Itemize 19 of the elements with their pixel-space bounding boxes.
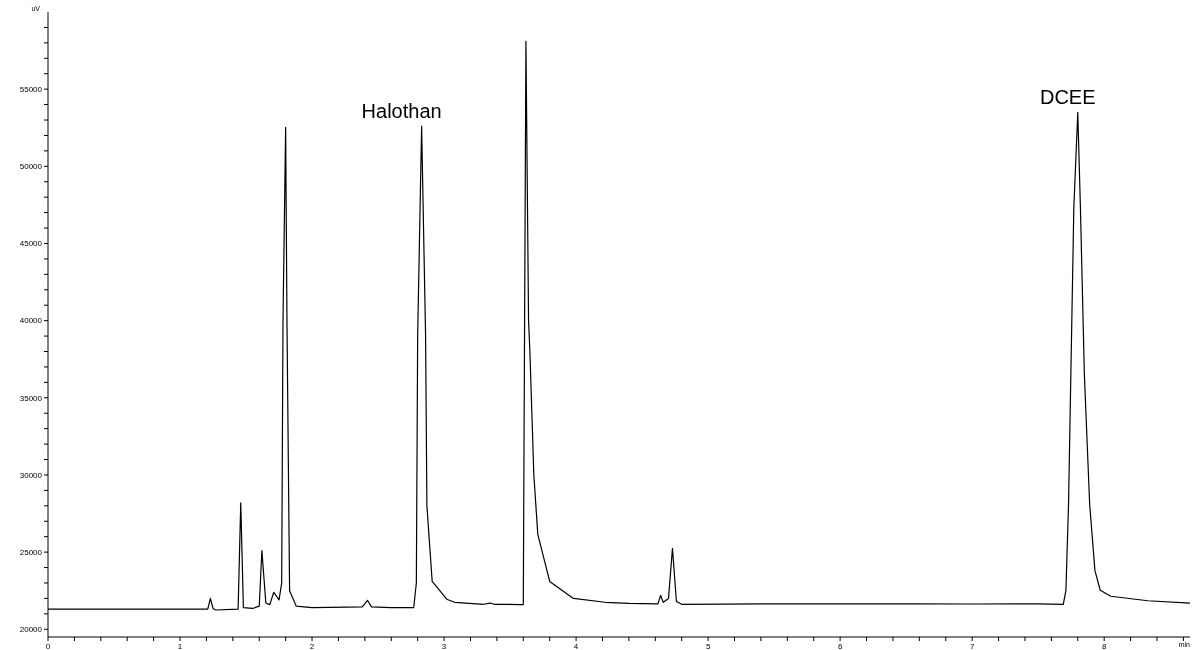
y-tick-label: 20000 xyxy=(19,625,43,635)
x-tick-label: 2 xyxy=(309,641,315,650)
y-tick-label: 25000 xyxy=(19,547,43,557)
x-tick-label: 4 xyxy=(573,641,579,650)
x-tick-label: 7 xyxy=(969,641,975,650)
y-tick-label: 45000 xyxy=(19,239,43,249)
y-tick-label: 35000 xyxy=(19,393,43,403)
y-tick-label: 30000 xyxy=(19,470,43,480)
x-tick-label: 6 xyxy=(837,641,843,650)
x-tick-label: 0 xyxy=(45,641,51,650)
x-tick-label: 8 xyxy=(1101,641,1107,650)
y-tick-label: 50000 xyxy=(19,162,43,172)
x-tick-label: 3 xyxy=(441,641,447,650)
annotation: DCEE xyxy=(1039,86,1096,109)
y-tick-label: 40000 xyxy=(19,316,43,326)
x-tick-label: 1 xyxy=(177,641,183,650)
x-tick-label: 5 xyxy=(705,641,711,650)
y-tick-label: 55000 xyxy=(19,85,43,94)
annotation: Halothan xyxy=(361,100,442,123)
